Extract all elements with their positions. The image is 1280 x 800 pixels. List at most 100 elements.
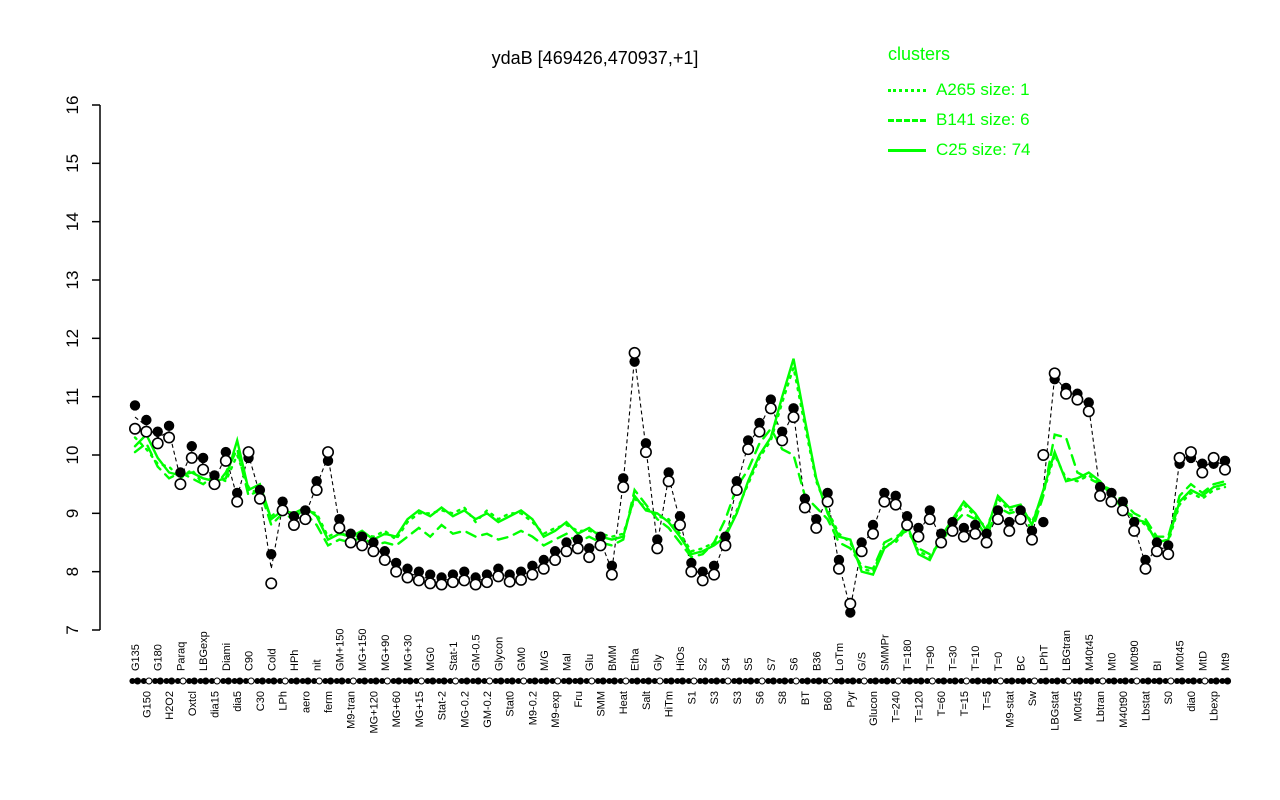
x-category-label: Oxtcl (187, 691, 199, 716)
filled-data-point (538, 554, 549, 566)
open-data-point (446, 576, 459, 589)
filled-data-point (197, 452, 209, 464)
condition-marker (1201, 677, 1209, 685)
x-category-label: T=30 (948, 646, 960, 671)
open-data-point (401, 571, 414, 584)
open-data-point (1071, 393, 1084, 406)
open-data-point (231, 495, 244, 508)
open-data-point (1105, 495, 1118, 508)
filled-data-point (720, 531, 731, 542)
x-category-label: M9-tran (346, 691, 358, 729)
open-data-point (219, 454, 232, 467)
condition-marker (928, 677, 936, 685)
filled-data-point (231, 487, 243, 499)
condition-marker (912, 678, 919, 684)
condition-marker (765, 678, 772, 684)
condition-marker (1133, 677, 1141, 685)
condition-marker (1003, 678, 1010, 684)
condition-marker (758, 677, 766, 685)
condition-marker (753, 678, 760, 684)
condition-marker (220, 678, 227, 684)
x-category-label: SMMPr (879, 634, 891, 671)
x-category-label: S1 (686, 691, 698, 704)
filled-data-point (527, 560, 538, 572)
condition-marker (849, 677, 857, 685)
condition-marker (924, 678, 931, 684)
x-category-label: T=60 (936, 691, 948, 716)
x-category-label: Mt9 (1220, 653, 1232, 671)
filled-data-point (833, 554, 845, 566)
condition-marker (1190, 677, 1198, 685)
x-category-label: B60 (823, 691, 835, 711)
condition-marker (304, 677, 312, 685)
condition-marker (810, 678, 817, 684)
x-category-label: GM-0.2 (482, 691, 494, 728)
condition-marker (697, 678, 704, 684)
condition-marker (349, 677, 357, 685)
x-category-label: Salt (641, 691, 653, 710)
condition-marker (633, 677, 641, 685)
filled-data-point (618, 473, 629, 484)
condition-marker (708, 678, 715, 684)
condition-marker (504, 678, 511, 684)
x-category-label: T=90 (925, 646, 937, 671)
condition-marker (985, 677, 993, 685)
condition-marker (293, 677, 301, 685)
open-data-point (1139, 562, 1152, 575)
filled-data-point (322, 455, 334, 467)
condition-marker (617, 678, 624, 684)
filled-data-point (583, 543, 595, 554)
condition-marker (481, 678, 488, 684)
filled-data-point (163, 420, 175, 432)
open-data-point (129, 422, 142, 435)
open-data-point (946, 524, 959, 537)
filled-data-point (1094, 481, 1106, 493)
condition-marker (299, 678, 306, 684)
condition-marker (406, 677, 414, 685)
open-data-point (356, 539, 369, 552)
x-category-label: MG0 (425, 647, 437, 671)
condition-marker (583, 678, 590, 684)
x-category-label: G150 (141, 691, 153, 718)
filled-data-point (254, 484, 266, 496)
x-category-label: S4 (720, 658, 732, 671)
x-category-label: G180 (153, 644, 165, 671)
condition-marker (1117, 678, 1124, 684)
filled-data-point (356, 531, 368, 542)
open-data-point (503, 575, 516, 588)
condition-marker (277, 678, 284, 684)
open-data-point (742, 443, 755, 456)
filled-data-point (970, 519, 981, 531)
filled-data-point (674, 511, 686, 522)
y-axis-tick-label: 12 (63, 329, 82, 348)
x-category-label: G135 (130, 644, 142, 671)
filled-data-point (1219, 455, 1231, 467)
x-category-label: Stat0 (505, 691, 517, 717)
x-category-label: B36 (811, 651, 823, 671)
condition-marker (1065, 677, 1073, 685)
condition-marker (980, 678, 987, 684)
x-category-label: MG+15 (414, 691, 426, 727)
open-data-point (174, 478, 187, 491)
open-data-point (197, 463, 210, 476)
condition-marker (576, 677, 584, 685)
condition-marker (152, 678, 159, 684)
condition-marker (724, 677, 732, 685)
condition-marker (213, 677, 221, 685)
open-data-point (628, 346, 641, 359)
filled-data-point (288, 511, 300, 522)
legend-entry-a265: A265 size: 1 (888, 75, 1031, 105)
filled-data-point (1038, 516, 1049, 528)
x-category-label: S7 (766, 658, 778, 671)
filled-data-point (209, 470, 220, 481)
x-category-label: M0t45 (1175, 640, 1187, 671)
x-category-label: S6 (754, 691, 766, 704)
open-data-point (378, 553, 391, 566)
x-category-label: MG+90 (380, 635, 392, 671)
condition-marker (1162, 678, 1169, 684)
x-category-label: M9-exp (550, 691, 562, 728)
filled-data-point (515, 566, 527, 577)
condition-marker (463, 677, 471, 685)
open-data-point (208, 478, 221, 491)
